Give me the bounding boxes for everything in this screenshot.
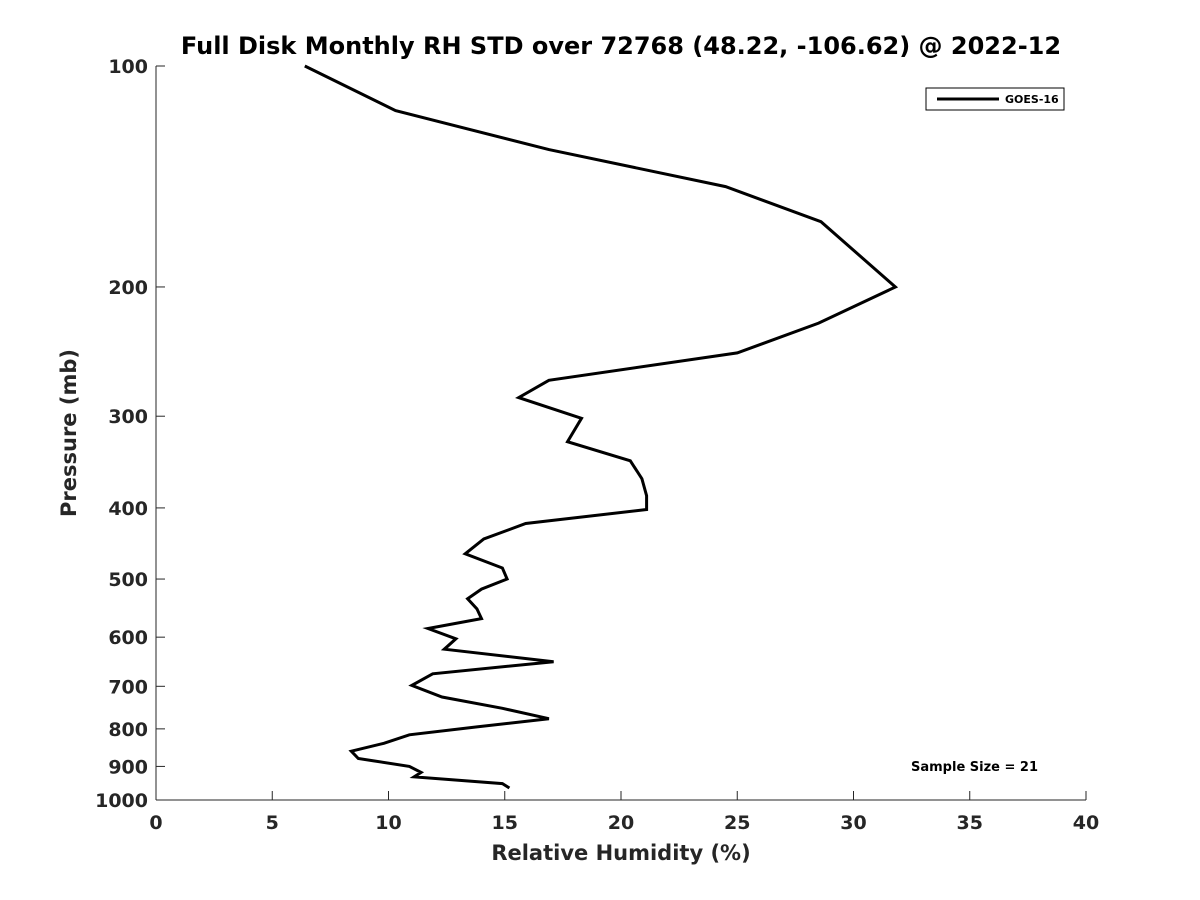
x-tick-label: 35: [957, 812, 983, 834]
y-tick-label: 600: [108, 627, 148, 649]
x-tick-label: 5: [266, 812, 279, 834]
x-axis-label: Relative Humidity (%): [491, 841, 750, 865]
legend: GOES-16: [925, 87, 1065, 111]
y-tick-label: 400: [108, 498, 148, 520]
x-tick-label: 40: [1073, 812, 1099, 834]
series-line-goes-16: [304, 64, 899, 790]
x-tick-label: 30: [840, 812, 866, 834]
y-tick-label: 800: [108, 719, 148, 741]
legend-label-goes-16: GOES-16: [1005, 93, 1059, 106]
x-tick-label: 25: [724, 812, 750, 834]
x-tick-label: 10: [375, 812, 401, 834]
x-tick-label: 15: [492, 812, 518, 834]
y-tick-label: 300: [108, 406, 148, 428]
tick-group: 0 5 10 15 20 25 30 35 40 100 200 300 400 500 600 700 800…: [95, 56, 1099, 834]
y-tick-label: 200: [108, 277, 148, 299]
plot-area: [304, 64, 899, 790]
x-tick-label: 20: [608, 812, 634, 834]
y-tick-label: 500: [108, 569, 148, 591]
y-tick-label: 1000: [95, 790, 148, 812]
chart-title: Full Disk Monthly RH STD over 72768 (48.…: [181, 32, 1061, 60]
sample-size-annotation: Sample Size = 21: [911, 760, 1038, 775]
x-tick-label: 0: [149, 812, 162, 834]
y-tick-label: 100: [108, 56, 148, 78]
y-tick-label: 700: [108, 676, 148, 698]
y-axis-label: Pressure (mb): [57, 349, 81, 517]
y-tick-label: 900: [108, 756, 148, 778]
